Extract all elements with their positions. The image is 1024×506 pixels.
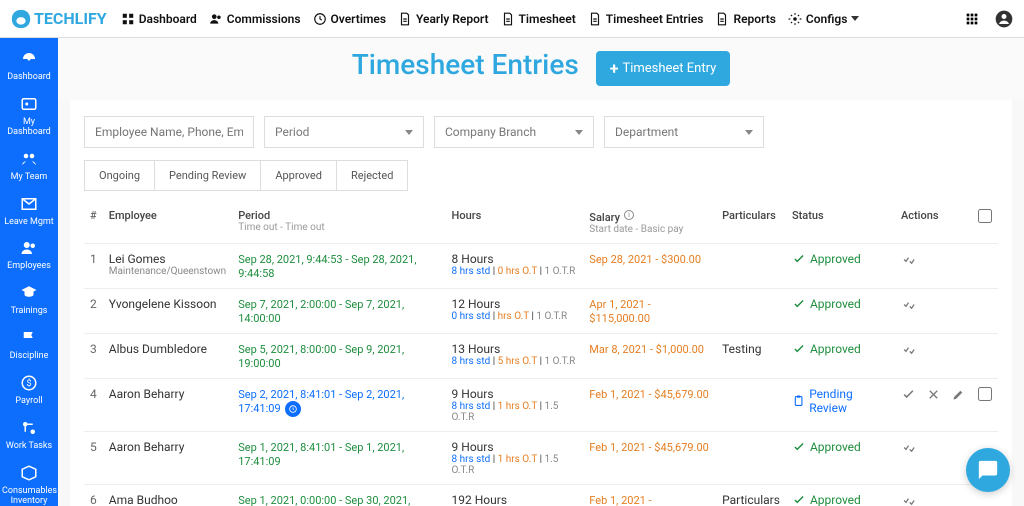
topnav-timesheet[interactable]: Timesheet — [501, 12, 576, 26]
svg-text:i: i — [628, 212, 630, 219]
sidebar-item-consumables-inventory[interactable]: Consumables Inventory — [0, 458, 58, 506]
sidebar: DashboardMy DashboardMy TeamLeave MgmtEm… — [0, 38, 58, 506]
sidebar-item-my-team[interactable]: My Team — [0, 144, 58, 189]
row-action[interactable] — [901, 342, 916, 360]
svg-text:$: $ — [26, 378, 31, 389]
topnav-commissions[interactable]: Commissions — [209, 12, 301, 26]
col-actions: Actions — [895, 201, 972, 244]
page-header: Timesheet Entries + Timesheet Entry — [58, 38, 1024, 100]
add-timesheet-button[interactable]: + Timesheet Entry — [596, 51, 731, 86]
row-action[interactable] — [901, 252, 916, 270]
topnav-configs[interactable]: Configs — [788, 12, 860, 26]
search-input[interactable] — [84, 116, 254, 148]
table-row: 6Ama BudhooSep 1, 2021, 0:00:00 - Sep 30… — [84, 485, 998, 506]
sidebar-item-employees[interactable]: Employees — [0, 233, 58, 278]
period-select[interactable]: Period — [264, 116, 424, 148]
sidebar-item-discipline[interactable]: Discipline — [0, 323, 58, 368]
sidebar-item-dashboard[interactable]: Dashboard — [0, 44, 58, 89]
branch-select[interactable]: Company Branch — [434, 116, 594, 148]
table-row: 3Albus DumbledoreSep 5, 2021, 8:00:00 - … — [84, 334, 998, 379]
topnav-dashboard[interactable]: Dashboard — [121, 12, 197, 26]
info-icon[interactable]: i — [623, 209, 635, 221]
apps-icon[interactable] — [964, 11, 980, 27]
brand-text: TECHLIFY — [34, 9, 107, 28]
col-period: PeriodTime out - Time out — [232, 201, 445, 244]
topbar-right — [964, 9, 1014, 29]
edit-action[interactable] — [951, 387, 966, 405]
status-badge: Approved — [792, 252, 889, 266]
clock-icon — [285, 401, 301, 417]
topnav-overtimes[interactable]: Overtimes — [313, 12, 386, 26]
tab-rejected[interactable]: Rejected — [336, 160, 408, 191]
chevron-down-icon — [405, 130, 413, 135]
col-employee: Employee — [103, 201, 232, 244]
row-checkbox[interactable] — [978, 387, 992, 401]
filters: Period Company Branch Department — [84, 116, 998, 148]
tabs: OngoingPending ReviewApprovedRejected — [84, 160, 998, 191]
status-badge: Approved — [792, 440, 889, 454]
row-action[interactable] — [901, 493, 916, 506]
select-all-checkbox[interactable] — [978, 209, 992, 223]
chevron-down-icon — [745, 130, 753, 135]
content: Period Company Branch Department Ongoing… — [70, 100, 1012, 506]
sidebar-item-trainings[interactable]: Trainings — [0, 278, 58, 323]
chat-icon — [977, 459, 999, 481]
reject-action[interactable] — [926, 387, 941, 405]
department-select[interactable]: Department — [604, 116, 764, 148]
col-idx: # — [84, 201, 103, 244]
col-hours: Hours — [446, 201, 584, 244]
row-action[interactable] — [901, 440, 916, 458]
sidebar-item-work-tasks[interactable]: Work Tasks — [0, 413, 58, 458]
page-title: Timesheet Entries — [352, 48, 579, 81]
main: Timesheet Entries + Timesheet Entry Peri… — [58, 38, 1024, 506]
sidebar-item-leave-mgmt[interactable]: Leave Mgmt — [0, 189, 58, 234]
row-action[interactable] — [901, 297, 916, 315]
sidebar-item-my-dashboard[interactable]: My Dashboard — [0, 89, 58, 144]
logo[interactable]: TECHLIFY — [10, 8, 107, 30]
account-icon[interactable] — [994, 9, 1014, 29]
topnav-yearly-report[interactable]: Yearly Report — [398, 12, 489, 26]
chat-fab[interactable] — [966, 448, 1010, 492]
table-row: 1Lei GomesMaintenance/QueenstownSep 28, … — [84, 244, 998, 289]
topbar: TECHLIFY Dashboard Commissions Overtimes Ye… — [0, 0, 1024, 38]
status-badge: Pending Review — [792, 387, 889, 415]
status-badge: Approved — [792, 342, 889, 356]
tab-approved[interactable]: Approved — [260, 160, 336, 191]
add-button-label: Timesheet Entry — [622, 61, 716, 76]
entries-table: # Employee PeriodTime out - Time out Hou… — [84, 201, 998, 506]
table-row: 2Yvongelene KissoonSep 7, 2021, 2:00:00 … — [84, 289, 998, 334]
tab-ongoing[interactable]: Ongoing — [84, 160, 154, 191]
status-badge: Approved — [792, 493, 889, 506]
table-row: 4Aaron BeharrySep 2, 2021, 8:41:01 - Sep… — [84, 379, 998, 432]
status-badge: Approved — [792, 297, 889, 311]
chevron-down-icon — [575, 130, 583, 135]
tab-pending-review[interactable]: Pending Review — [154, 160, 260, 191]
col-select — [972, 201, 998, 244]
col-particulars: Particulars — [716, 201, 786, 244]
topnav-timesheet-entries[interactable]: Timesheet Entries — [588, 12, 704, 26]
topnav-reports[interactable]: Reports — [715, 12, 775, 26]
topnav: Dashboard Commissions Overtimes Yearly Repo… — [121, 12, 964, 26]
col-status: Status — [786, 201, 895, 244]
approve-action[interactable] — [901, 387, 916, 405]
col-salary: Salary iStart date - Basic pay — [583, 201, 716, 244]
table-row: 5Aaron BeharrySep 1, 2021, 8:41:01 - Sep… — [84, 432, 998, 485]
sidebar-item-payroll[interactable]: $Payroll — [0, 368, 58, 413]
